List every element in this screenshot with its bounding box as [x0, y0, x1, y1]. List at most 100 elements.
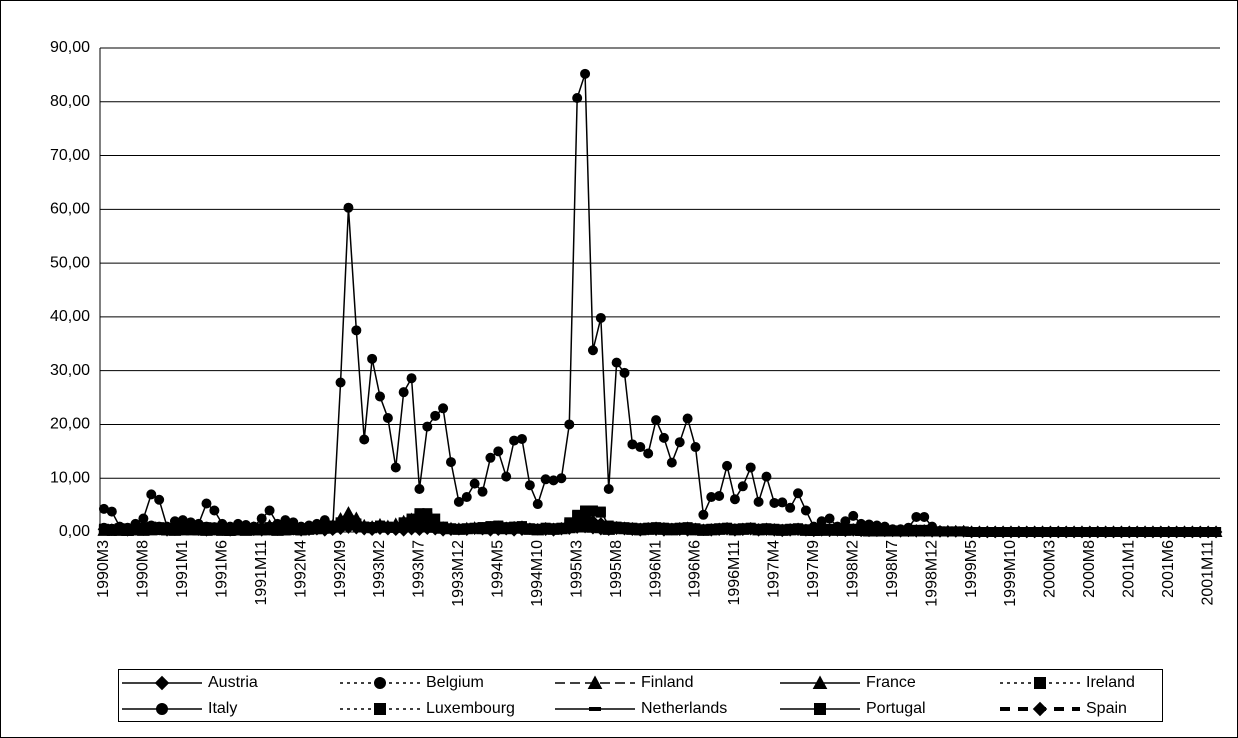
marker [382, 412, 393, 423]
marker [689, 522, 702, 535]
legend-label: Luxembourg [426, 700, 515, 717]
marker [793, 488, 804, 499]
plot-area [97, 68, 1223, 539]
marker [777, 497, 788, 508]
marker [539, 522, 552, 535]
x-tick-label: 1999M5 [963, 540, 980, 598]
marker [398, 387, 409, 398]
marker [745, 462, 756, 473]
marker [216, 523, 229, 536]
marker [106, 506, 117, 517]
marker [516, 433, 527, 444]
x-tick-label: 1994M5 [490, 540, 507, 598]
x-tick-label: 1992M9 [332, 540, 349, 598]
x-tick-label: 1993M12 [450, 540, 467, 607]
marker [200, 522, 213, 535]
marker [744, 522, 757, 535]
y-tick-label: 20,00 [50, 416, 90, 433]
marker [823, 523, 836, 536]
marker [580, 68, 591, 79]
marker [619, 367, 630, 378]
marker [373, 520, 387, 533]
marker [184, 522, 197, 535]
marker [154, 675, 170, 691]
marker [690, 442, 701, 453]
marker [587, 675, 603, 689]
x-tick-label: 2000M3 [1042, 540, 1059, 598]
marker [429, 520, 442, 534]
marker [421, 519, 434, 532]
marker [791, 522, 805, 535]
marker [824, 513, 835, 524]
marker [375, 391, 385, 402]
marker [564, 419, 575, 430]
marker [698, 509, 709, 520]
x-tick-label: 1991M6 [213, 540, 230, 598]
marker [812, 675, 828, 689]
marker [422, 508, 433, 519]
marker [231, 522, 245, 535]
marker [358, 520, 371, 533]
marker [722, 460, 733, 471]
x-tick-label: 1990M8 [135, 540, 152, 598]
marker [1209, 525, 1223, 539]
marker [918, 524, 931, 537]
x-tick-label: 1996M1 [647, 540, 664, 598]
marker [587, 345, 598, 356]
marker [563, 519, 576, 532]
marker [800, 505, 811, 516]
marker [343, 202, 354, 213]
x-tick-label: 1993M7 [411, 540, 428, 598]
y-tick-label: 50,00 [50, 254, 90, 271]
marker [438, 403, 449, 414]
x-tick-label: 1997M4 [766, 540, 783, 598]
marker [335, 377, 346, 388]
grid: 0,00 10,00 20,00 30,00 40,00 50,00 60,00 70,00 8… [50, 39, 1220, 540]
marker [351, 325, 362, 336]
marker [603, 483, 614, 494]
marker [145, 521, 158, 534]
y-tick-label: 0,00 [59, 523, 90, 540]
marker [681, 521, 694, 534]
marker [760, 522, 773, 535]
marker [436, 521, 450, 534]
legend-box [118, 669, 1163, 722]
legend-label: France [866, 674, 916, 691]
marker [595, 312, 606, 323]
marker [208, 522, 221, 535]
marker [422, 421, 433, 432]
marker [649, 521, 663, 534]
x-tick-label: 1995M8 [608, 540, 625, 598]
marker [430, 410, 441, 421]
marker [367, 353, 378, 364]
legend-label: Austria [208, 674, 258, 691]
marker [156, 703, 168, 715]
x-tick-label: 1997M9 [805, 540, 822, 598]
marker [761, 471, 772, 482]
x-tick-label: 2001M6 [1160, 540, 1177, 598]
marker [556, 473, 567, 484]
x-tick-label: 1998M7 [884, 540, 901, 598]
marker [453, 496, 464, 507]
y-tick-label: 70,00 [50, 147, 90, 164]
marker [374, 677, 386, 689]
y-tick-label: 40,00 [50, 308, 90, 325]
marker [643, 448, 654, 459]
marker [413, 517, 426, 531]
legend-label: Finland [641, 674, 693, 691]
marker [374, 703, 386, 715]
x-tick-label: 2000M8 [1081, 540, 1098, 598]
marker [501, 471, 512, 482]
x-tick-label: 1999M10 [1002, 540, 1019, 607]
marker [657, 522, 671, 535]
marker [406, 373, 417, 384]
marker [814, 703, 826, 715]
x-axis-labels: 1990M3 1990M8 1991M1 1991M6 1991M11 1992M4 199… [95, 540, 1216, 607]
marker [493, 446, 504, 457]
x-tick-label: 1991M1 [174, 540, 191, 598]
marker [469, 478, 480, 489]
marker [389, 522, 402, 535]
marker [492, 520, 505, 533]
marker [611, 357, 622, 368]
